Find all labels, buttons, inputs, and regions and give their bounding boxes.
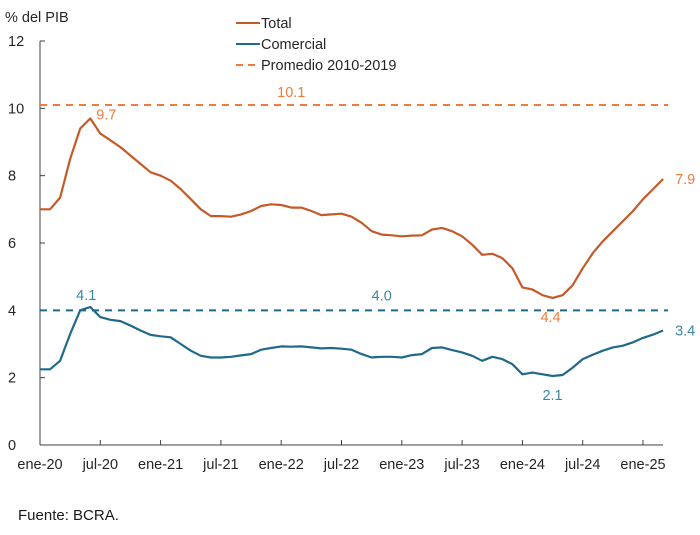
x-tick-label: jul-24 bbox=[564, 457, 600, 473]
y-tick-label: 12 bbox=[8, 34, 24, 50]
data-label: 10.1 bbox=[277, 85, 305, 101]
legend-label: Promedio 2010-2019 bbox=[261, 58, 396, 74]
y-tick-label: 2 bbox=[8, 371, 16, 387]
data-label: 4.1 bbox=[76, 288, 96, 304]
legend-label: Total bbox=[261, 16, 292, 32]
data-label: 4.4 bbox=[540, 310, 560, 326]
y-ticks: 0 2 4 6 8 10 12 bbox=[8, 34, 45, 454]
y-axis-title: % del PIB bbox=[5, 10, 69, 26]
series-lines bbox=[40, 117, 664, 378]
y-tick-label: 8 bbox=[8, 169, 16, 185]
axes bbox=[39, 41, 663, 446]
annotations: 10.1 9.7 4.4 7.9 4.0 4.1 2.1 3.4 bbox=[76, 85, 695, 404]
x-ticks: ene-20 jul-20 ene-21 jul-21 ene-22 jul-22 ene-… bbox=[17, 440, 666, 473]
legend-item: Total bbox=[236, 16, 292, 32]
y-tick-label: 4 bbox=[8, 303, 16, 319]
x-tick-label: ene-23 bbox=[379, 457, 424, 473]
data-label: 9.7 bbox=[96, 107, 116, 123]
legend-label: Comercial bbox=[261, 37, 326, 53]
x-tick-label: ene-21 bbox=[138, 457, 183, 473]
x-tick-label: ene-25 bbox=[620, 457, 665, 473]
legend-item: Comercial bbox=[236, 37, 326, 53]
y-tick-label: 0 bbox=[8, 438, 16, 454]
legend-item: Promedio 2010-2019 bbox=[236, 58, 396, 74]
x-tick-label: ene-24 bbox=[500, 457, 545, 473]
x-tick-label: jul-22 bbox=[323, 457, 359, 473]
data-label: 2.1 bbox=[542, 388, 562, 404]
y-tick-label: 10 bbox=[8, 101, 24, 117]
x-tick-label: jul-20 bbox=[82, 457, 118, 473]
x-tick-label: jul-23 bbox=[443, 457, 479, 473]
y-tick-label: 6 bbox=[8, 236, 16, 252]
reference-lines bbox=[40, 103, 668, 312]
x-tick-label: jul-21 bbox=[202, 457, 238, 473]
data-label: 4.0 bbox=[372, 288, 392, 304]
data-label: 7.9 bbox=[675, 172, 695, 188]
x-tick-label: ene-22 bbox=[259, 457, 304, 473]
series-line-comercial bbox=[40, 305, 664, 378]
legend: Total Comercial Promedio 2010-2019 bbox=[236, 16, 396, 74]
x-tick-label: ene-20 bbox=[17, 457, 62, 473]
data-label: 3.4 bbox=[675, 324, 695, 340]
source-note: Fuente: BCRA. bbox=[18, 507, 119, 524]
series-line-total bbox=[40, 117, 664, 299]
